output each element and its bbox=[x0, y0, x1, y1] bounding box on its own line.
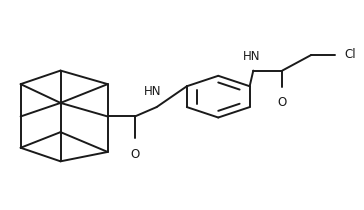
Text: HN: HN bbox=[144, 85, 162, 98]
Text: Cl: Cl bbox=[344, 49, 356, 62]
Text: O: O bbox=[130, 148, 139, 161]
Text: O: O bbox=[278, 96, 287, 109]
Text: HN: HN bbox=[243, 50, 260, 63]
